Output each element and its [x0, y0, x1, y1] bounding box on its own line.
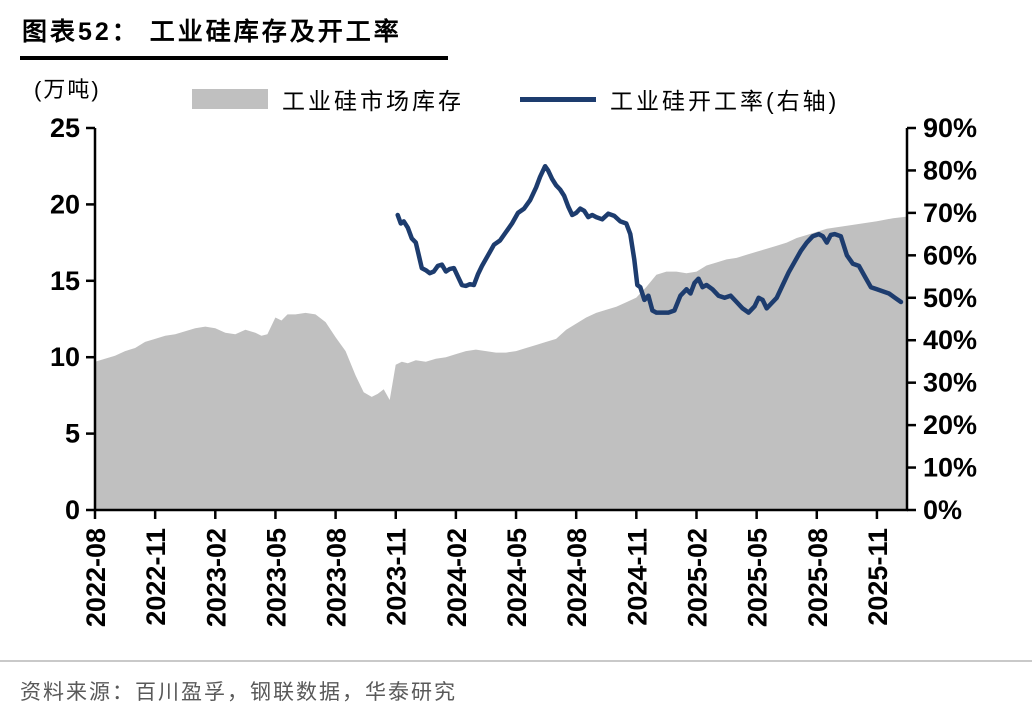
legend-label-operating-rate: 工业硅开工率(右轴)	[610, 88, 840, 114]
chart-title: 图表52： 工业硅库存及开工率	[20, 10, 448, 60]
y-right-tick-label: 60%	[923, 240, 977, 270]
x-tick-label: 2023-02	[201, 528, 231, 627]
footer-divider	[0, 660, 1032, 662]
y-right-tick-label: 30%	[923, 368, 977, 398]
legend-label-inventory: 工业硅市场库存	[282, 88, 464, 114]
x-tick-label: 2024-02	[442, 528, 472, 627]
x-tick-label: 2024-08	[562, 528, 592, 627]
y-right-tick-label: 50%	[923, 283, 977, 313]
x-tick-label: 2023-08	[322, 528, 352, 627]
chart-title-text: 图表52： 工业硅库存及开工率	[22, 18, 402, 46]
x-tick-label: 2023-11	[382, 528, 412, 626]
y-right-tick-label: 10%	[923, 453, 977, 483]
operating-rate-line-series	[395, 163, 904, 315]
y-right-tick-label: 90%	[923, 113, 977, 143]
x-tick-label: 2024-11	[622, 528, 652, 626]
y-right-tick-label: 20%	[923, 410, 977, 440]
x-tick-label: 2023-05	[261, 528, 291, 627]
x-tick-label: 2025-08	[803, 528, 833, 627]
y-left-tick-label: 10	[50, 342, 80, 372]
y-right-tick-label: 40%	[923, 325, 977, 355]
x-tick-label: 2024-05	[502, 528, 532, 627]
y-left-tick-label: 5	[65, 419, 80, 449]
y-right-tick-label: 80%	[923, 155, 977, 185]
left-axis-unit-label: (万吨)	[34, 77, 101, 102]
source-note: 资料来源：百川盈孚，钢联数据，华泰研究	[20, 680, 457, 704]
legend-item-operating-rate: 工业硅开工率(右轴)	[520, 82, 839, 116]
x-tick-label: 2022-08	[81, 528, 111, 627]
inventory-area-series	[95, 216, 907, 510]
x-tick-label: 2025-02	[682, 528, 712, 627]
chart-legend: 工业硅市场库存 工业硅开工率(右轴)	[192, 82, 839, 116]
y-left-tick-label: 15	[50, 266, 80, 296]
chart-svg: 0 5 10 15 20 25 0% 10% 20% 30% 40% 50% 60% 70% 80% 90% 2…	[50, 113, 977, 627]
x-tick-label: 2025-05	[743, 528, 773, 627]
y-left-tick-label: 20	[50, 189, 80, 219]
inventory-area-swatch	[192, 89, 268, 109]
x-tick-label: 2025-11	[863, 528, 893, 626]
legend-item-inventory: 工业硅市场库存	[192, 82, 464, 116]
y-right-tick-label: 70%	[923, 198, 977, 228]
y-right-tick-label: 0%	[923, 495, 962, 525]
y-left-tick-label: 0	[65, 495, 80, 525]
operating-rate-line-swatch	[520, 96, 596, 102]
y-left-tick-label: 25	[50, 113, 80, 143]
x-tick-label: 2022-11	[141, 528, 171, 626]
